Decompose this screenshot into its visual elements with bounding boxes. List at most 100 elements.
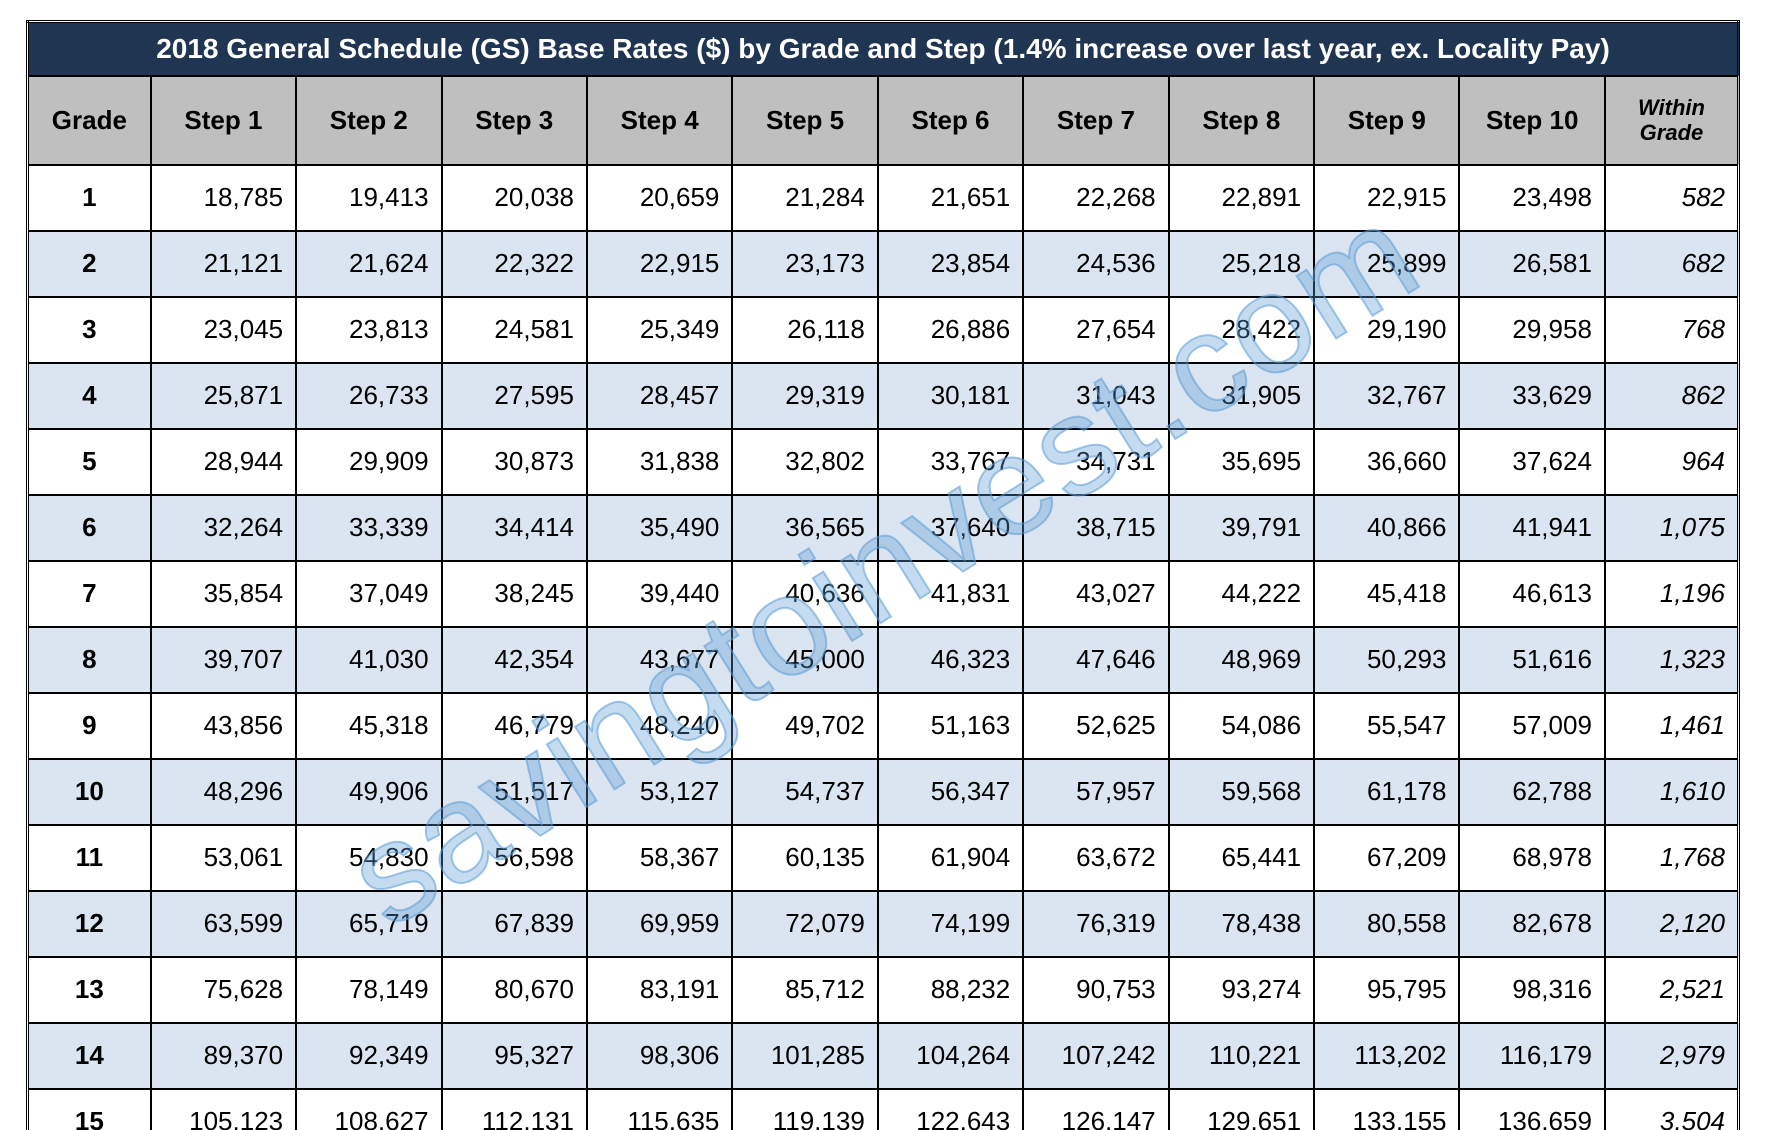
cell-step: 24,536 <box>1023 231 1168 297</box>
cell-within-grade: 3,504 <box>1605 1089 1739 1130</box>
cell-step: 29,190 <box>1314 297 1459 363</box>
cell-step: 53,127 <box>587 759 732 825</box>
cell-step: 129,651 <box>1169 1089 1314 1130</box>
cell-step: 23,854 <box>878 231 1023 297</box>
cell-step: 23,045 <box>151 297 296 363</box>
cell-step: 22,891 <box>1169 165 1314 231</box>
cell-within-grade: 1,196 <box>1605 561 1739 627</box>
cell-step: 37,049 <box>296 561 441 627</box>
cell-grade: 9 <box>28 693 151 759</box>
table-row: 632,26433,33934,41435,49036,56537,64038,… <box>28 495 1739 561</box>
cell-step: 25,899 <box>1314 231 1459 297</box>
cell-step: 25,871 <box>151 363 296 429</box>
cell-step: 48,296 <box>151 759 296 825</box>
cell-step: 116,179 <box>1459 1023 1604 1089</box>
cell-step: 22,915 <box>587 231 732 297</box>
cell-step: 19,413 <box>296 165 441 231</box>
cell-step: 90,753 <box>1023 957 1168 1023</box>
cell-step: 22,322 <box>442 231 587 297</box>
col-step9: Step 9 <box>1314 76 1459 165</box>
cell-step: 113,202 <box>1314 1023 1459 1089</box>
cell-step: 26,886 <box>878 297 1023 363</box>
cell-step: 95,327 <box>442 1023 587 1089</box>
cell-within-grade: 1,323 <box>1605 627 1739 693</box>
cell-step: 98,316 <box>1459 957 1604 1023</box>
cell-step: 74,199 <box>878 891 1023 957</box>
cell-step: 93,274 <box>1169 957 1314 1023</box>
table-row: 1048,29649,90651,51753,12754,73756,34757… <box>28 759 1739 825</box>
col-step5: Step 5 <box>732 76 877 165</box>
col-step1: Step 1 <box>151 76 296 165</box>
cell-step: 60,135 <box>732 825 877 891</box>
cell-step: 30,873 <box>442 429 587 495</box>
cell-step: 50,293 <box>1314 627 1459 693</box>
cell-step: 23,173 <box>732 231 877 297</box>
cell-step: 122,643 <box>878 1089 1023 1130</box>
cell-step: 22,915 <box>1314 165 1459 231</box>
cell-step: 31,838 <box>587 429 732 495</box>
cell-within-grade: 582 <box>1605 165 1739 231</box>
cell-grade: 7 <box>28 561 151 627</box>
cell-step: 34,731 <box>1023 429 1168 495</box>
cell-step: 34,414 <box>442 495 587 561</box>
cell-step: 25,218 <box>1169 231 1314 297</box>
cell-step: 54,737 <box>732 759 877 825</box>
cell-step: 85,712 <box>732 957 877 1023</box>
cell-step: 30,181 <box>878 363 1023 429</box>
cell-step: 35,854 <box>151 561 296 627</box>
cell-step: 67,839 <box>442 891 587 957</box>
table-row: 943,85645,31846,77948,24049,70251,16352,… <box>28 693 1739 759</box>
cell-within-grade: 2,979 <box>1605 1023 1739 1089</box>
cell-step: 63,599 <box>151 891 296 957</box>
cell-step: 43,856 <box>151 693 296 759</box>
cell-step: 48,969 <box>1169 627 1314 693</box>
table-row: 118,78519,41320,03820,65921,28421,65122,… <box>28 165 1739 231</box>
col-step7: Step 7 <box>1023 76 1168 165</box>
cell-step: 29,958 <box>1459 297 1604 363</box>
cell-step: 38,715 <box>1023 495 1168 561</box>
cell-step: 31,043 <box>1023 363 1168 429</box>
cell-step: 23,813 <box>296 297 441 363</box>
cell-step: 80,558 <box>1314 891 1459 957</box>
table-title: 2018 General Schedule (GS) Base Rates ($… <box>28 22 1739 77</box>
cell-step: 32,802 <box>732 429 877 495</box>
cell-step: 41,831 <box>878 561 1023 627</box>
cell-step: 80,670 <box>442 957 587 1023</box>
cell-step: 40,636 <box>732 561 877 627</box>
cell-step: 62,788 <box>1459 759 1604 825</box>
table-row: 323,04523,81324,58125,34926,11826,88627,… <box>28 297 1739 363</box>
cell-step: 39,791 <box>1169 495 1314 561</box>
cell-step: 110,221 <box>1169 1023 1314 1089</box>
cell-step: 26,581 <box>1459 231 1604 297</box>
cell-step: 45,000 <box>732 627 877 693</box>
cell-step: 51,517 <box>442 759 587 825</box>
cell-within-grade: 1,768 <box>1605 825 1739 891</box>
col-step4: Step 4 <box>587 76 732 165</box>
cell-step: 20,659 <box>587 165 732 231</box>
cell-step: 37,624 <box>1459 429 1604 495</box>
cell-step: 39,707 <box>151 627 296 693</box>
cell-step: 41,030 <box>296 627 441 693</box>
cell-step: 58,367 <box>587 825 732 891</box>
cell-step: 57,009 <box>1459 693 1604 759</box>
cell-step: 39,440 <box>587 561 732 627</box>
cell-step: 29,909 <box>296 429 441 495</box>
cell-step: 33,629 <box>1459 363 1604 429</box>
cell-step: 72,079 <box>732 891 877 957</box>
cell-step: 46,613 <box>1459 561 1604 627</box>
cell-step: 27,595 <box>442 363 587 429</box>
cell-step: 26,118 <box>732 297 877 363</box>
col-step3: Step 3 <box>442 76 587 165</box>
cell-step: 46,779 <box>442 693 587 759</box>
cell-step: 92,349 <box>296 1023 441 1089</box>
table-header-row: Grade Step 1 Step 2 Step 3 Step 4 Step 5… <box>28 76 1739 165</box>
cell-step: 69,959 <box>587 891 732 957</box>
cell-grade: 12 <box>28 891 151 957</box>
cell-step: 46,323 <box>878 627 1023 693</box>
cell-grade: 11 <box>28 825 151 891</box>
cell-within-grade: 1,610 <box>1605 759 1739 825</box>
cell-step: 43,027 <box>1023 561 1168 627</box>
cell-within-grade: 964 <box>1605 429 1739 495</box>
cell-step: 53,061 <box>151 825 296 891</box>
cell-step: 22,268 <box>1023 165 1168 231</box>
